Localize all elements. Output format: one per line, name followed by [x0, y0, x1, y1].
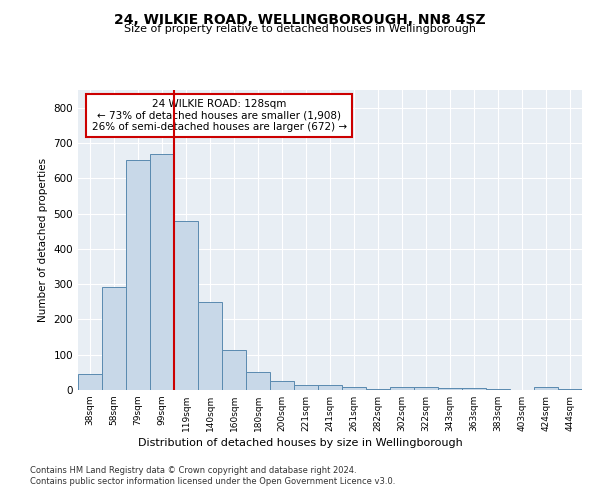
Bar: [462, 388, 486, 390]
Bar: [486, 389, 510, 390]
Bar: [438, 388, 462, 390]
Text: Contains public sector information licensed under the Open Government Licence v3: Contains public sector information licen…: [30, 478, 395, 486]
Bar: [366, 389, 390, 390]
Bar: [558, 389, 582, 390]
Bar: [414, 387, 438, 390]
Bar: [318, 386, 342, 390]
Bar: [174, 222, 198, 390]
Bar: [294, 386, 318, 390]
Bar: [342, 387, 366, 390]
Bar: [150, 154, 174, 390]
Bar: [78, 374, 102, 390]
Bar: [222, 350, 246, 390]
Text: Contains HM Land Registry data © Crown copyright and database right 2024.: Contains HM Land Registry data © Crown c…: [30, 466, 356, 475]
Text: Distribution of detached houses by size in Wellingborough: Distribution of detached houses by size …: [137, 438, 463, 448]
Bar: [534, 387, 558, 390]
Text: Size of property relative to detached houses in Wellingborough: Size of property relative to detached ho…: [124, 24, 476, 34]
Text: 24, WILKIE ROAD, WELLINGBOROUGH, NN8 4SZ: 24, WILKIE ROAD, WELLINGBOROUGH, NN8 4SZ: [114, 12, 486, 26]
Text: 24 WILKIE ROAD: 128sqm
← 73% of detached houses are smaller (1,908)
26% of semi-: 24 WILKIE ROAD: 128sqm ← 73% of detached…: [92, 99, 347, 132]
Bar: [390, 387, 414, 390]
Bar: [270, 381, 294, 390]
Y-axis label: Number of detached properties: Number of detached properties: [38, 158, 48, 322]
Bar: [246, 372, 270, 390]
Bar: [126, 160, 150, 390]
Bar: [198, 302, 222, 390]
Bar: [102, 287, 126, 390]
